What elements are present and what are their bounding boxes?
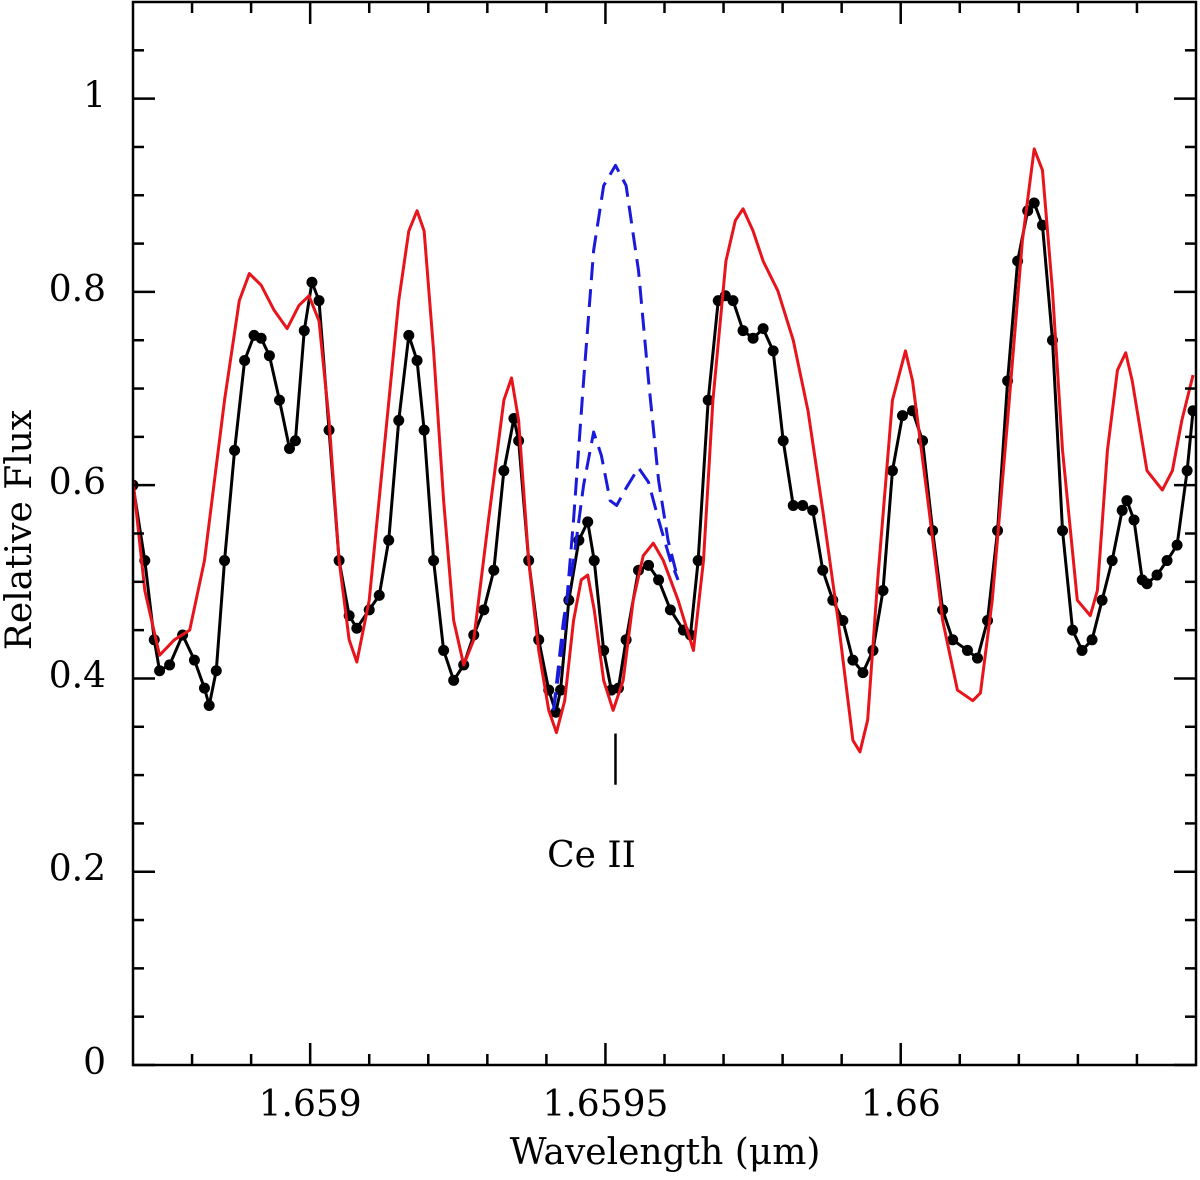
observed-point [373,589,385,601]
observed-point [817,564,829,576]
observed-point [664,604,676,616]
observed-point [787,499,799,511]
observed-point [273,394,285,406]
observed-point [298,325,310,337]
observed-point [767,345,779,357]
y-tick-label: 0 [83,1042,106,1083]
observed-point [263,350,275,362]
observed-point [737,325,749,337]
plot-frame [131,0,1198,1067]
observed-point [418,424,430,436]
model-line [551,430,680,711]
observed-point [1116,504,1128,516]
observed-point [1141,578,1153,590]
y-axis-label: Relative Flux [0,410,40,650]
observed-point [747,332,759,344]
y-tick-label: 0.8 [49,269,106,310]
observed-point [498,465,510,477]
observed-point [478,604,490,616]
observed-point [886,465,898,477]
observed-point [588,555,600,567]
observed-point [1096,594,1108,606]
observed-point [847,654,859,666]
observed-point [428,555,440,567]
observed-point [727,295,739,307]
observed-point [961,644,973,656]
y-tick-label: 0.2 [49,849,106,890]
observed-point [188,654,200,666]
observed-point [857,667,869,679]
observed-point [555,684,567,696]
observed-point [289,435,301,447]
observed-point [1181,465,1193,477]
observed-point [448,674,460,686]
observed-line [133,201,1195,714]
observed-point [1076,644,1088,656]
y-tick-label: 0.4 [49,655,106,696]
observed-point [164,659,176,671]
observed-point [1187,405,1196,417]
x-tick-label: 1.6595 [542,1084,668,1125]
observed-point [229,444,241,456]
observed-point [692,555,704,567]
observed-point [239,355,251,367]
model-line [133,147,1195,754]
observed-point [582,516,594,528]
observed-point [653,574,665,586]
observed-point [210,665,222,677]
observed-point [1106,555,1118,567]
observed-point [837,614,849,626]
observed-point [411,355,423,367]
observed-point [947,634,959,646]
observed-point [1028,197,1040,209]
observed-point [1171,539,1183,551]
observed-point [1036,219,1048,231]
observed-point [313,295,325,307]
observed-point [154,665,166,677]
observed-point [877,585,889,597]
model-line [551,163,680,711]
observed-point [393,414,405,426]
observed-point [896,410,908,422]
observed-point [702,394,714,406]
annotation-label: Ce II [547,835,636,876]
observed-point [1151,569,1163,581]
plot-area [133,147,1196,754]
observed-point [438,644,450,656]
x-axis-label: Wavelength (μm) [510,1132,821,1173]
observed-point [1161,555,1173,567]
observed-point [219,555,231,567]
y-tick-label: 0.6 [49,462,106,503]
observed-point [1128,514,1140,526]
observed-point [403,329,415,341]
observed-point [198,682,210,694]
observed-point [1067,624,1079,636]
observed-point [971,652,983,664]
observed-point [255,332,267,344]
observed-point [777,435,789,447]
x-tick-label: 1.659 [259,1084,362,1125]
observed-point [306,276,318,288]
x-tick-label: 1.66 [861,1084,941,1125]
observed-point [1057,525,1069,537]
observed-point [797,499,809,511]
observed-point [1121,495,1133,507]
observed-point [807,504,819,516]
observed-point [1086,634,1098,646]
observed-point [383,534,395,546]
observed-point [488,564,500,576]
observed-point [203,700,215,712]
observed-point [351,622,363,634]
observed-point [643,559,655,571]
observed-point [757,323,769,335]
observed-point [283,442,295,454]
y-tick-label: 1 [83,76,106,117]
